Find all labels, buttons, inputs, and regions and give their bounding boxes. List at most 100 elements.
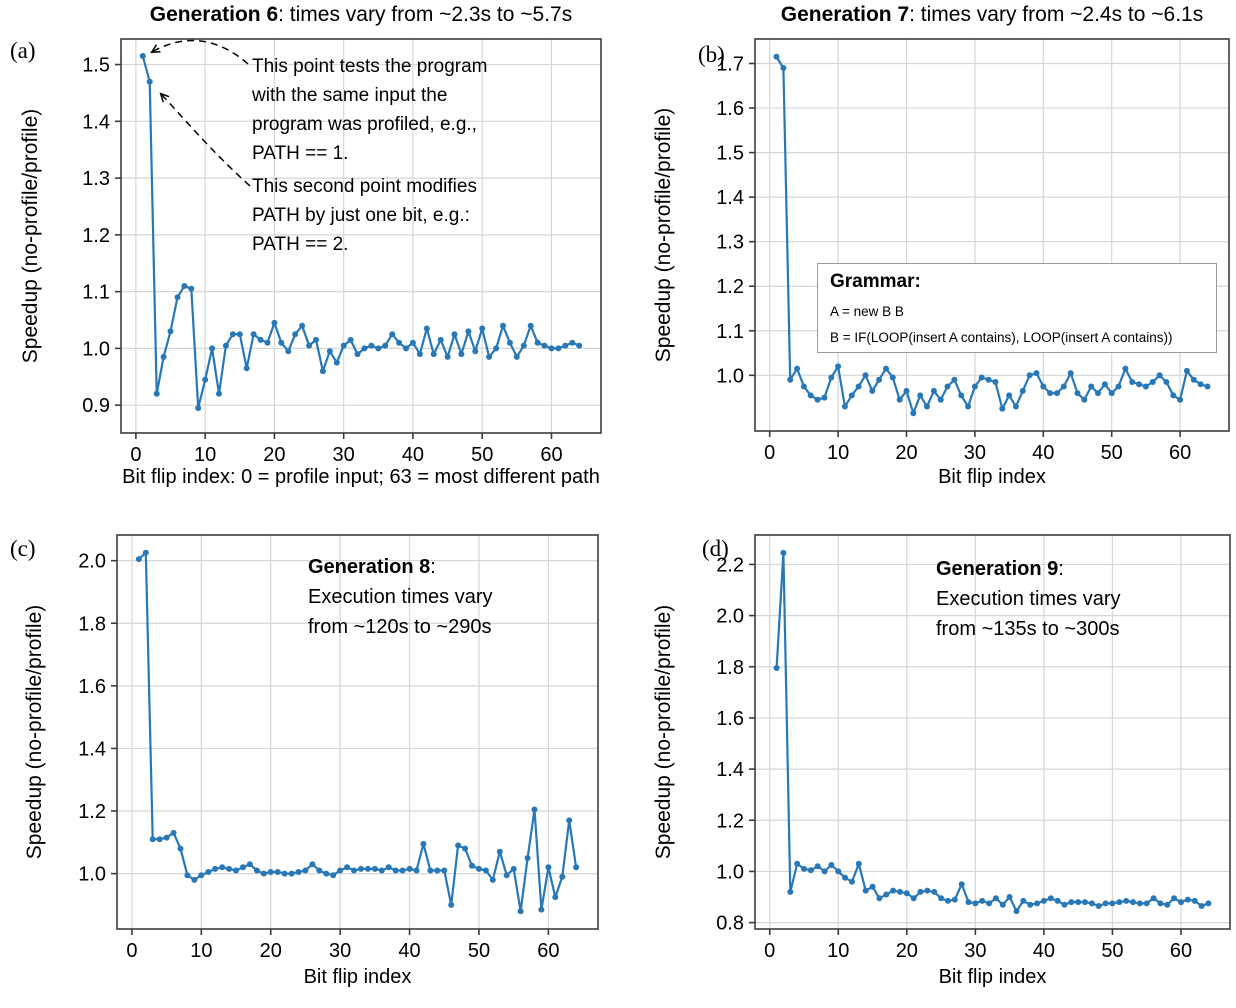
svg-text:20: 20: [263, 444, 285, 466]
svg-text:1.0: 1.0: [82, 338, 110, 360]
svg-text:1.6: 1.6: [716, 98, 744, 120]
panel-d-letter: (d): [702, 536, 729, 561]
data-series: [139, 53, 583, 411]
svg-text:10: 10: [827, 442, 849, 464]
svg-text:40: 40: [398, 940, 420, 962]
svg-text:40: 40: [402, 444, 424, 466]
arrow-to-first-point: [150, 39, 249, 65]
svg-text:60: 60: [1169, 442, 1191, 464]
data-series: [773, 53, 1211, 417]
svg-text:30: 30: [964, 442, 986, 464]
panel-d-note-body: Execution times vary from ~135s to ~300s: [936, 588, 1121, 640]
svg-text:50: 50: [471, 444, 493, 466]
axis-ticks: [115, 63, 553, 439]
chart-c-canvas: 0 10 20 30 40 50 60 1.0 1.2 1.4 1.6 1.8 2.0 Speedup (…: [23, 534, 599, 962]
svg-text:50: 50: [1101, 442, 1123, 464]
plot-border: [754, 38, 1230, 432]
panel-a-letter: (a): [10, 38, 36, 63]
svg-text:2.0: 2.0: [716, 606, 744, 628]
tick-labels: 0 10 20 30 40 50 60 1.0 1.2 1.4 1.6 1.8 2.0: [78, 551, 559, 962]
y-axis-label: Speedup (no-profile/profile): [652, 108, 675, 362]
data-series: [135, 549, 580, 915]
svg-text:1.0: 1.0: [78, 864, 106, 886]
svg-text:2.0: 2.0: [78, 551, 106, 573]
grammar-rule-2: B = IF(LOOP(insert A contains), LOOP(ins…: [830, 330, 1173, 345]
chart-a-canvas: 0 10 20 30 40 50 60 0.9 1.0 1.1 1.2 1.3 1.4 1.5 Speedu…: [19, 38, 602, 466]
svg-text:40: 40: [1033, 940, 1055, 962]
y-axis-label: Speedup (no-profile/profile): [23, 605, 46, 859]
svg-text:1.6: 1.6: [716, 708, 744, 730]
svg-text:20: 20: [896, 940, 918, 962]
svg-text:1.3: 1.3: [716, 232, 744, 254]
svg-text:20: 20: [895, 442, 917, 464]
grammar-heading: Grammar:: [830, 271, 921, 292]
grammar-box: Grammar: A = new B B B = IF(LOOP(insert …: [817, 263, 1217, 353]
panel-a-annotation-1: This point tests the program with the sa…: [252, 56, 488, 164]
chart-d-canvas: 0 10 20 30 40 50 60 0.8 1.0 1.2 1.4 1.6 1.8 2.0 2.2 Spe…: [652, 534, 1231, 962]
svg-text:1.4: 1.4: [78, 738, 106, 760]
svg-text:10: 10: [194, 444, 216, 466]
gridlines: [755, 39, 1229, 431]
panel-d-note: Generation 9: Execution times vary from …: [936, 554, 1121, 644]
panel-a-title: Generation 6: times vary from ~2.3s to ~…: [81, 3, 641, 27]
svg-text:30: 30: [333, 444, 355, 466]
arrow-to-second-point: [159, 92, 251, 187]
panel-c-note: Generation 8: Execution times vary from …: [308, 552, 493, 642]
svg-text:1.4: 1.4: [82, 111, 110, 133]
svg-text:1.0: 1.0: [716, 365, 744, 387]
panel-d-xlabel: Bit flip index: [938, 966, 1047, 988]
svg-text:0: 0: [130, 444, 141, 466]
svg-text:1.2: 1.2: [82, 225, 110, 247]
svg-text:1.4: 1.4: [716, 187, 744, 209]
panel-a: 0 10 20 30 40 50 60 0.9 1.0 1.1 1.2 1.3 1.4 1.5 Speedu…: [0, 0, 618, 504]
svg-text:1.1: 1.1: [716, 321, 744, 343]
y-axis-label: Speedup (no-profile/profile): [19, 109, 42, 363]
svg-text:10: 10: [190, 940, 212, 962]
panel-b: 0 10 20 30 40 50 60 1.0 1.1 1.2 1.3 1.4 1.5 1.6 1.7 Spe…: [618, 0, 1236, 504]
svg-text:60: 60: [1170, 940, 1192, 962]
svg-text:1.0: 1.0: [716, 861, 744, 883]
panel-c: 0 10 20 30 40 50 60 1.0 1.2 1.4 1.6 1.8 2.0 Speedup (…: [0, 504, 618, 1008]
gridlines: [755, 535, 1230, 929]
svg-text:20: 20: [260, 940, 282, 962]
gridlines: [121, 39, 601, 433]
panel-c-letter: (c): [10, 536, 36, 561]
panel-c-xlabel: Bit flip index: [303, 966, 412, 988]
svg-text:0.8: 0.8: [716, 913, 744, 935]
svg-text:1.8: 1.8: [78, 613, 106, 635]
gridlines: [117, 535, 598, 929]
svg-text:1.2: 1.2: [716, 810, 744, 832]
svg-text:1.5: 1.5: [82, 55, 110, 77]
panel-b-xlabel: Bit flip index: [938, 466, 1046, 488]
annotation-arrows: [150, 39, 251, 187]
svg-text:1.1: 1.1: [82, 282, 110, 304]
panel-b-title-tail: : times vary from ~2.4s to ~6.1s: [909, 3, 1204, 26]
chart-b-canvas: 0 10 20 30 40 50 60 1.0 1.1 1.2 1.3 1.4 1.5 1.6 1.7 Spe…: [652, 38, 1230, 465]
svg-text:1.2: 1.2: [78, 801, 106, 823]
panel-a-annotation-2: This second point modifies PATH by just …: [252, 176, 477, 255]
svg-text:1.5: 1.5: [716, 143, 744, 165]
panel-c-note-heading: Generation 8:: [308, 556, 436, 578]
tick-labels: 0 10 20 30 40 50 60 1.0 1.1 1.2 1.3 1.4 1.5 1.6 1.7: [716, 54, 1191, 465]
svg-text:30: 30: [329, 940, 351, 962]
svg-text:50: 50: [468, 940, 490, 962]
axis-ticks: [111, 559, 550, 935]
panel-a-title-tail: : times vary from ~2.3s to ~5.7s: [278, 3, 573, 26]
panel-d-note-heading: Generation 9:: [936, 558, 1064, 580]
svg-text:0.9: 0.9: [82, 395, 110, 417]
panel-a-title-bold: Generation 6: [149, 3, 279, 26]
svg-text:40: 40: [1032, 442, 1054, 464]
data-series: [773, 549, 1212, 915]
svg-text:0: 0: [764, 442, 775, 464]
svg-text:60: 60: [537, 940, 559, 962]
svg-text:1.8: 1.8: [716, 657, 744, 679]
svg-text:0: 0: [126, 940, 137, 962]
axis-ticks: [749, 563, 1182, 935]
svg-text:60: 60: [540, 444, 562, 466]
svg-text:1.7: 1.7: [716, 54, 744, 76]
panel-a-xlabel: Bit flip index: 0 = profile input; 63 = …: [122, 466, 600, 488]
panel-d: 0 10 20 30 40 50 60 0.8 1.0 1.2 1.4 1.6 1.8 2.0 2.2 Spe…: [618, 504, 1236, 1008]
svg-text:1.3: 1.3: [82, 168, 110, 190]
y-axis-label: Speedup (no-profile/profile): [652, 605, 675, 859]
